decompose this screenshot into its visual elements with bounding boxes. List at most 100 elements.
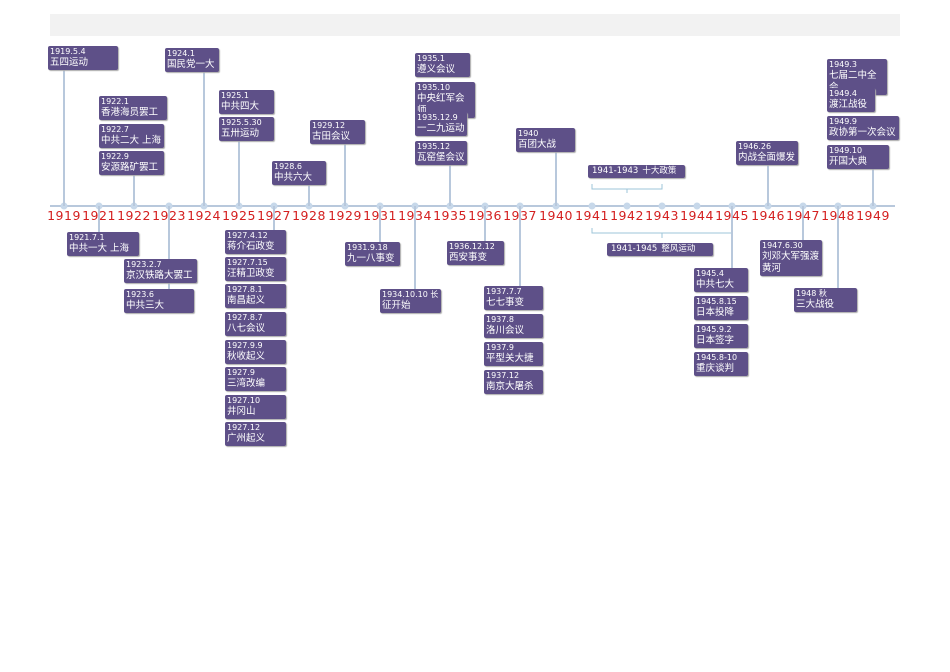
- year-label: 1927: [257, 208, 291, 223]
- year-label: 1929: [328, 208, 362, 223]
- event-label: 国民党一大: [167, 59, 215, 70]
- year-label: 1931: [363, 208, 397, 223]
- year-label: 1945: [715, 208, 749, 223]
- event-date: 1927.4.12: [227, 231, 268, 240]
- event-box: 1924.1 国民党一大: [165, 48, 219, 72]
- year-label: 1941: [575, 208, 609, 223]
- event-box: 1935.1 遵义会议: [415, 53, 470, 77]
- year-label: 1934: [398, 208, 432, 223]
- event-date: 1937.7.7: [486, 287, 522, 296]
- event-date: 1927.8.7: [227, 313, 263, 322]
- event-label: 五四运动: [50, 57, 89, 68]
- event-label: 京汉铁路大罢工: [126, 270, 193, 281]
- event-label: 南昌起义: [227, 295, 266, 306]
- event-date: 1945.8-10: [696, 353, 738, 362]
- event-label: 中共六大: [274, 172, 313, 183]
- event-date: 1945.4: [696, 269, 724, 278]
- event-label: 遵义会议: [417, 64, 456, 75]
- top-bar: [50, 14, 900, 36]
- event-box: 1934.10.10 长征开始: [380, 289, 441, 313]
- event-box: 1929.12 古田会议: [310, 120, 365, 144]
- event-box: 1937.7.7 七七事变: [484, 286, 543, 310]
- year-label: 1947: [786, 208, 820, 223]
- event-label: 中共三大: [126, 300, 165, 311]
- event-label: 香港海员罢工: [101, 107, 159, 118]
- year-dot: [588, 202, 596, 210]
- year-label: 1936: [468, 208, 502, 223]
- event-box: 1945.9.2 日本签字: [694, 324, 748, 348]
- event-box: 1948 秋三大战役: [794, 288, 857, 312]
- event-label: 汪精卫政变: [227, 268, 275, 279]
- event-label: 百团大战: [518, 139, 557, 150]
- event-label: 一二九运动: [417, 123, 465, 134]
- event-box: 1919.5.4 五四运动: [48, 46, 118, 70]
- event-label: 瓦窑堡会议: [417, 152, 465, 163]
- event-box: 1927.4.12 蒋介石政变: [225, 230, 286, 254]
- event-date: 1949.3: [829, 60, 857, 69]
- event-date: 1935.12.9: [417, 113, 458, 122]
- event-date: 1927.12: [227, 423, 261, 432]
- event-label: 内战全面爆发: [738, 152, 796, 163]
- event-label: 开国大典: [829, 156, 868, 167]
- event-box: 1936.12.12 西安事变: [447, 241, 504, 265]
- event-date: 1931.9.18: [347, 243, 388, 252]
- event-date: 1937.9: [486, 343, 514, 352]
- event-label: 日本投降: [696, 307, 735, 318]
- event-label: 三大战役: [796, 299, 835, 310]
- year-label: 1940: [539, 208, 573, 223]
- event-box: 1927.8.7 八七会议: [225, 312, 286, 336]
- event-label: 征开始: [382, 300, 411, 311]
- event-label: 渡江战役: [829, 99, 868, 110]
- event-box: 1946.26 内战全面爆发: [736, 141, 798, 165]
- event-date: 1925.5.30: [221, 118, 262, 127]
- event-box: 1927.9.9 秋收起义: [225, 340, 286, 364]
- event-date: 1949.4: [829, 89, 857, 98]
- event-label: 古田会议: [312, 131, 351, 142]
- event-box: 1922.9 安源路矿罢工: [99, 151, 164, 175]
- year-label: 1937: [503, 208, 537, 223]
- event-box: 1927.7.15 汪精卫政变: [225, 257, 286, 281]
- event-date: 1924.1: [167, 49, 195, 58]
- event-date: 1919.5.4: [50, 47, 86, 56]
- event-label: 重庆谈判: [696, 363, 735, 374]
- event-box: 1937.12 南京大屠杀: [484, 370, 543, 394]
- event-label: 中共一大 上海: [69, 243, 130, 254]
- event-box: 1923.2.7 京汉铁路大罢工: [124, 259, 197, 283]
- year-label: 1949: [856, 208, 890, 223]
- event-label: 中共四大: [221, 101, 260, 112]
- event-date: 1927.9.9: [227, 341, 263, 350]
- year-label: 1928: [292, 208, 326, 223]
- event-box: 1941-1945 整风运动: [607, 243, 713, 256]
- event-date: 1945.8.15: [696, 297, 737, 306]
- year-label: 1948: [821, 208, 855, 223]
- event-label: 九一八事变: [347, 253, 395, 264]
- event-label: 广州起义: [227, 433, 266, 444]
- year-label: 1946: [751, 208, 785, 223]
- event-box: 1945.8.15 日本投降: [694, 296, 748, 320]
- year-label: 1923: [152, 208, 186, 223]
- event-date: 1948 秋: [796, 289, 827, 298]
- event-label: 南京大屠杀: [486, 381, 534, 392]
- event-box: 1940 百团大战: [516, 128, 575, 152]
- year-label: 1922: [117, 208, 151, 223]
- event-label: 中央红军会师: [417, 93, 465, 116]
- bracket: [591, 228, 733, 238]
- event-label: 秋收起义: [227, 351, 266, 362]
- event-date: 1927.8.1: [227, 285, 263, 294]
- event-label: 八七会议: [227, 323, 266, 334]
- event-date: 1949.9: [829, 117, 857, 126]
- event-label: 七七事变: [486, 297, 525, 308]
- event-date: 1937.12: [486, 371, 520, 380]
- year-label: 1942: [610, 208, 644, 223]
- event-date: 1937.8: [486, 315, 514, 324]
- event-date: 1934.10.10 长: [382, 290, 439, 299]
- event-date: 1927.7.15: [227, 258, 268, 267]
- event-date: 1929.12: [312, 121, 346, 130]
- event-box: 1923.6 中共三大: [124, 289, 194, 313]
- event-date: 1922.1: [101, 97, 129, 106]
- event-box: 1937.9 平型关大捷: [484, 342, 543, 366]
- event-box: 1928.6 中共六大: [272, 161, 326, 185]
- event-box: 1921.7.1 中共一大 上海: [67, 232, 139, 256]
- event-label: 政协第一次会议: [829, 127, 896, 138]
- event-box: 1931.9.18 九一八事变: [345, 242, 400, 266]
